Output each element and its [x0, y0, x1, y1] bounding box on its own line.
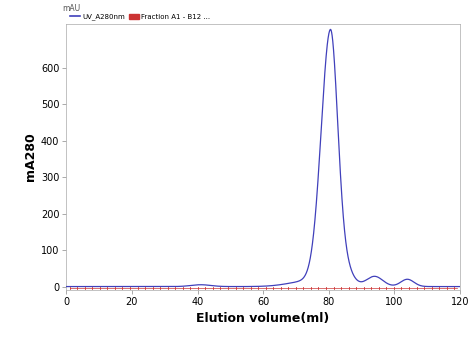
Y-axis label: mA280: mA280: [24, 133, 37, 181]
Legend: UV_A280nm, Fraction A1 - B12 ...: UV_A280nm, Fraction A1 - B12 ...: [70, 14, 210, 20]
X-axis label: Elution volume(ml): Elution volume(ml): [196, 312, 330, 325]
Text: mAU: mAU: [63, 4, 81, 13]
